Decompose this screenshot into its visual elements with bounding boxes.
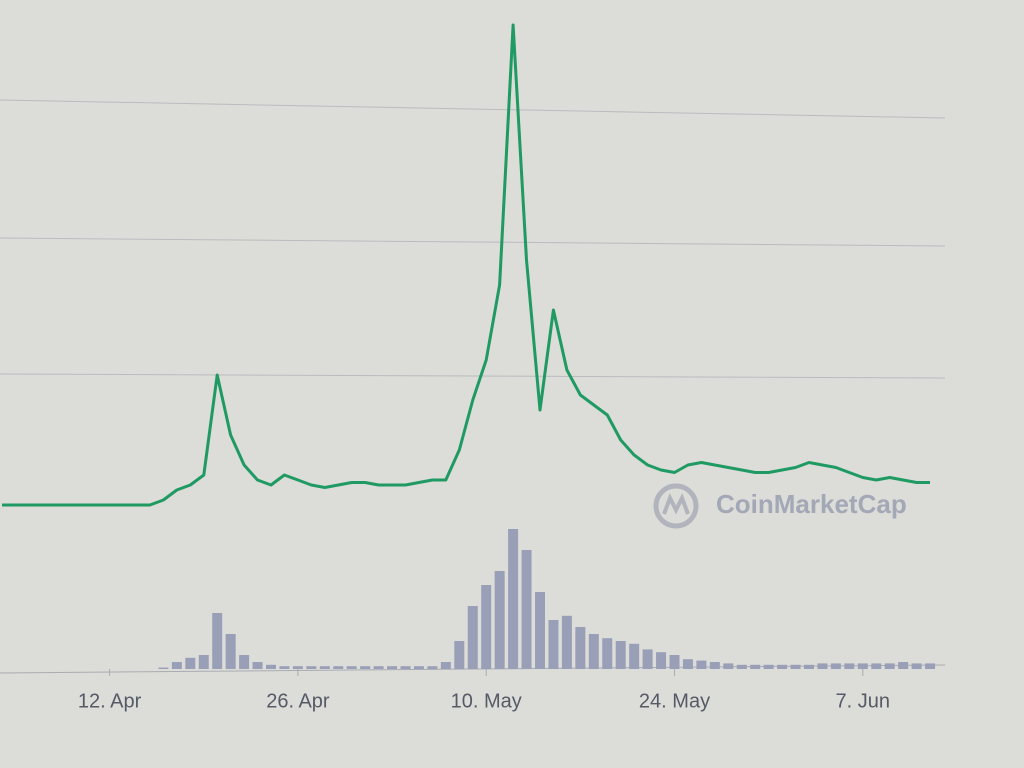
- volume-bar: [467, 606, 478, 669]
- volume-bar: [736, 664, 747, 669]
- volume-bar: [508, 529, 519, 669]
- x-tick-label: 12. Apr: [78, 690, 142, 712]
- volume-bar: [615, 641, 626, 669]
- volume-bar: [346, 666, 357, 669]
- volume-bar: [494, 571, 505, 669]
- volume-bar: [911, 663, 922, 669]
- grid-line: [0, 237, 946, 247]
- volume-bar: [575, 627, 586, 669]
- volume-bar: [790, 664, 801, 669]
- volume-bar: [454, 641, 465, 669]
- volume-bar: [642, 649, 653, 669]
- volume-bar: [306, 666, 317, 669]
- volume-bar: [817, 663, 828, 669]
- volume-bar: [252, 662, 263, 669]
- volume-bar: [857, 663, 868, 669]
- volume-bar: [830, 663, 841, 669]
- volume-bar: [723, 663, 734, 669]
- volume-bar: [925, 663, 936, 669]
- volume-bar: [763, 664, 774, 669]
- volume-bar: [239, 655, 250, 669]
- volume-bar: [804, 664, 814, 669]
- volume-bar: [521, 550, 532, 669]
- volume-bar: [481, 585, 492, 669]
- volume-bar: [844, 663, 855, 669]
- price-line: [2, 23, 930, 507]
- grid-line: [0, 373, 946, 379]
- grid-line: [0, 99, 946, 119]
- x-tick-label: 10. May: [451, 690, 522, 712]
- volume-bar: [225, 634, 236, 669]
- volume-bar: [319, 666, 330, 669]
- volume-bar: [333, 666, 344, 669]
- volume-bar: [682, 659, 693, 669]
- volume-bar: [266, 664, 276, 669]
- volume-bar: [279, 666, 290, 669]
- volume-bar: [548, 620, 559, 669]
- volume-bar: [171, 662, 182, 669]
- volume-bar: [413, 666, 424, 669]
- volume-bar: [709, 662, 720, 669]
- volume-bar: [561, 615, 572, 669]
- volume-bar: [198, 655, 209, 669]
- volume-bar: [656, 652, 667, 669]
- volume-bar: [871, 663, 882, 669]
- volume-bar: [292, 666, 303, 669]
- volume-bar: [212, 613, 223, 669]
- volume-bar: [535, 592, 545, 669]
- watermark-logo: [653, 483, 699, 529]
- volume-bar: [750, 664, 761, 669]
- volume-bar: [588, 634, 599, 669]
- x-ticks: 12. Apr 26. Apr 10. May 24. May 7. Jun: [78, 669, 890, 712]
- x-tick-label: 24. May: [639, 690, 710, 712]
- volume-bar: [158, 667, 169, 669]
- x-tick-label: 26. Apr: [266, 690, 330, 712]
- volume-bar: [400, 666, 411, 669]
- volume-bar: [373, 666, 384, 669]
- volume-bar: [884, 663, 895, 669]
- x-tick-label: 7. Jun: [836, 690, 890, 712]
- volume-bar: [669, 655, 680, 669]
- volume-bar: [777, 664, 788, 669]
- volume-bar: [898, 662, 909, 669]
- volume-bar: [602, 638, 613, 669]
- volume-bar: [185, 657, 196, 669]
- volume-bar: [440, 662, 451, 669]
- volume-bar: [360, 666, 371, 669]
- watermark: CoinMarketCap: [716, 489, 907, 519]
- volume-bar: [387, 666, 398, 669]
- volume-bars: [158, 529, 936, 669]
- volume-bar: [427, 666, 438, 669]
- volume-bar: [629, 643, 640, 669]
- volume-bar: [696, 660, 707, 669]
